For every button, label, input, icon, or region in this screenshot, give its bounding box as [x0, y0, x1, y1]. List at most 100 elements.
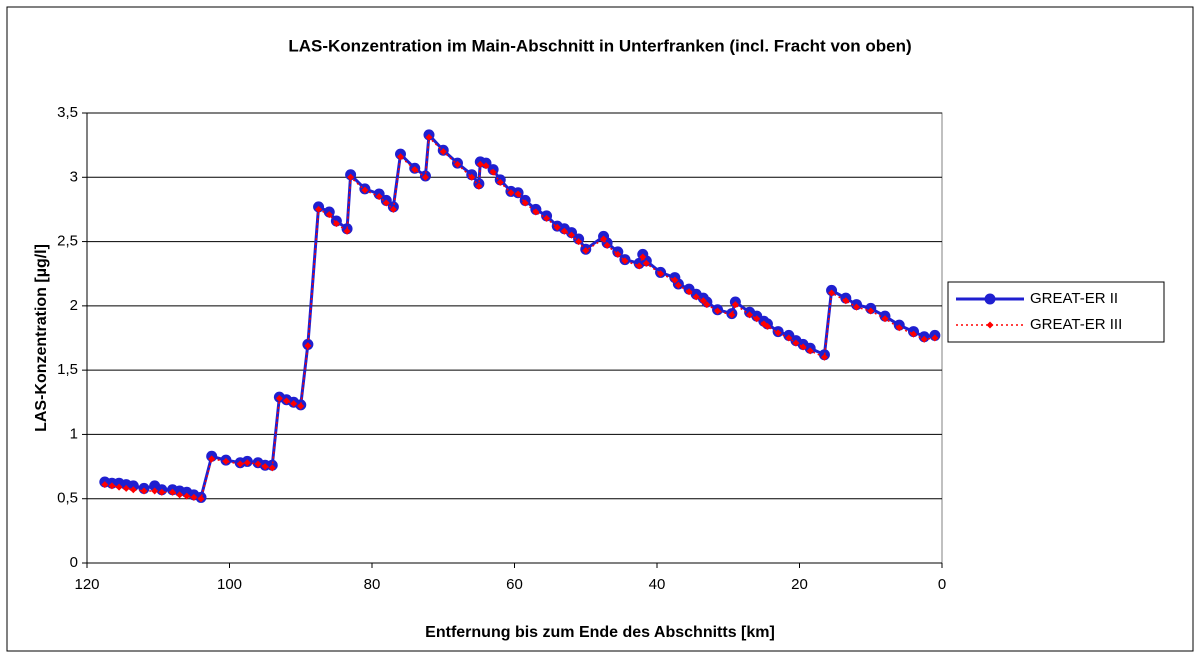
point: [115, 483, 123, 491]
point: [332, 220, 340, 228]
chart-title: LAS-Konzentration im Main-Abschnitt in U…: [288, 36, 911, 55]
y-tick-label: 3: [70, 168, 78, 185]
point: [785, 334, 793, 342]
point: [382, 199, 390, 207]
y-tick-label: 2,5: [57, 233, 78, 250]
point: [411, 166, 419, 174]
point: [553, 223, 561, 231]
point: [222, 457, 230, 465]
point: [867, 307, 875, 315]
point: [543, 214, 551, 222]
point: [774, 329, 782, 337]
point: [792, 339, 800, 347]
point: [763, 322, 771, 330]
legend-label: GREAT-ER II: [1030, 290, 1118, 307]
point: [639, 253, 647, 261]
point: [425, 133, 433, 141]
point: [582, 247, 590, 255]
point: [176, 491, 184, 499]
x-tick-label: 120: [74, 576, 99, 593]
point: [799, 343, 807, 351]
point: [397, 153, 404, 161]
point: [699, 297, 707, 305]
point: [243, 459, 251, 467]
point: [297, 402, 305, 410]
point: [895, 324, 903, 332]
point: [600, 235, 608, 243]
point: [746, 311, 754, 319]
point: [714, 307, 722, 315]
point: [657, 270, 665, 278]
y-tick-label: 3,5: [57, 104, 78, 121]
point: [507, 189, 515, 197]
point: [728, 311, 736, 319]
point: [685, 288, 693, 296]
point: [496, 178, 504, 186]
point: [129, 486, 137, 494]
point: [560, 227, 568, 235]
point: [169, 488, 176, 496]
point: [190, 493, 198, 501]
point: [532, 208, 540, 216]
legend: [947, 281, 1165, 343]
point: [521, 199, 529, 207]
point: [920, 335, 928, 343]
point: [254, 460, 262, 468]
legend-label: GREAT-ER III: [1030, 316, 1122, 333]
point: [361, 186, 369, 194]
x-tick-label: 20: [791, 576, 808, 593]
point: [421, 173, 429, 181]
point: [828, 289, 836, 297]
legend-marker: [986, 321, 994, 329]
point: [692, 293, 700, 301]
point: [703, 301, 711, 309]
point: [268, 464, 276, 472]
point: [853, 303, 860, 311]
x-tick-label: 40: [649, 576, 666, 593]
y-tick-label: 1: [70, 425, 78, 442]
point: [347, 173, 355, 181]
point: [290, 400, 298, 408]
point: [489, 168, 497, 176]
point: [881, 315, 889, 323]
point: [304, 342, 312, 350]
point: [820, 353, 828, 361]
point: [568, 231, 575, 239]
point: [475, 182, 483, 190]
x-tick-label: 80: [364, 576, 381, 593]
x-tick-label: 60: [506, 576, 523, 593]
point: [325, 211, 333, 219]
point: [375, 193, 383, 201]
point: [158, 488, 166, 496]
point: [642, 259, 650, 267]
point: [731, 301, 739, 309]
point: [575, 238, 583, 246]
point: [476, 160, 484, 168]
point: [671, 276, 679, 284]
x-tick-label: 100: [217, 576, 242, 593]
x-tick-label: 0: [938, 576, 946, 593]
point: [315, 205, 323, 213]
point: [806, 347, 814, 355]
point: [614, 250, 622, 258]
point: [454, 160, 461, 168]
y-tick-label: 2: [70, 297, 78, 314]
point: [151, 487, 159, 495]
point: [140, 487, 148, 495]
point: [275, 394, 283, 402]
point: [183, 492, 191, 500]
point: [122, 484, 130, 492]
point: [621, 257, 629, 265]
point: [514, 190, 522, 198]
point: [603, 241, 611, 249]
point: [931, 334, 939, 342]
point: [101, 481, 109, 489]
x-axis-label: Entfernung bis zum Ende des Abschnitts […: [425, 624, 775, 641]
point: [482, 162, 490, 170]
point: [108, 482, 116, 490]
y-axis-label: LAS-Konzentration [µg/l]: [33, 244, 50, 432]
point: [236, 460, 244, 468]
y-tick-label: 0,5: [57, 490, 78, 507]
point: [842, 297, 850, 305]
point: [261, 463, 269, 471]
